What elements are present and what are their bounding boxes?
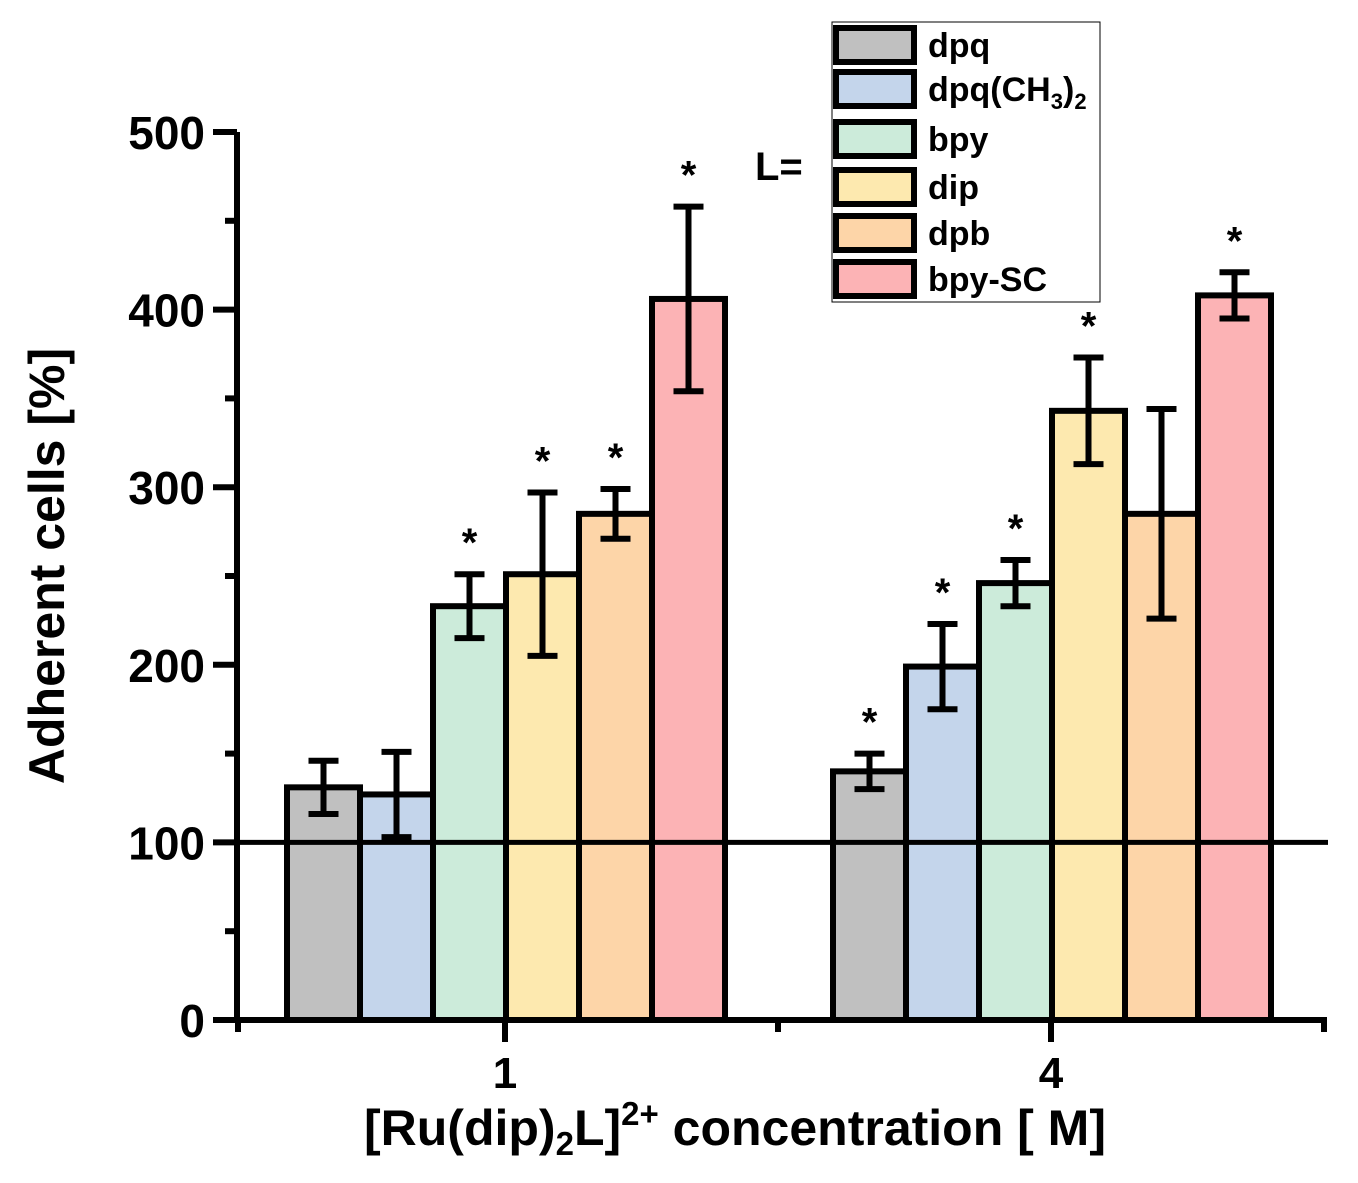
significance-star-bpy-4: * <box>1008 507 1024 551</box>
significance-star-dpq-4: * <box>862 701 878 745</box>
axes <box>213 129 1327 1042</box>
error-bar-dpb-1 <box>600 485 631 542</box>
error-bar-layer <box>308 203 1250 841</box>
bar-bpy-4 <box>976 580 1055 1023</box>
significance-star-dpq(CH3)2-4: * <box>935 571 951 615</box>
legend-swatch-bpy-SC <box>833 259 917 299</box>
significance-star-bpy-SC-1: * <box>681 154 697 198</box>
significance-star-bpy-SC-4: * <box>1227 219 1243 263</box>
legend-label-dpq(CH3)2: dpq(CH3)2 <box>928 71 1087 114</box>
legend-box <box>831 21 1101 303</box>
y-tick-label: 300 <box>128 462 205 514</box>
y-tick-label: 400 <box>128 285 205 337</box>
bar-dpq-1 <box>284 784 363 1023</box>
error-bar-dip-4 <box>1073 354 1104 468</box>
legend-label-dpb: dpb <box>928 215 990 253</box>
legend-swatch-dip <box>833 167 917 207</box>
legend-swatch-dpq <box>833 25 917 65</box>
legend-label-bpy-SC: bpy-SC <box>928 261 1047 299</box>
bar-bpy-SC-1 <box>649 295 728 1024</box>
x-tick-label: 4 <box>1039 1049 1064 1098</box>
legend-title: L= <box>755 145 803 189</box>
legend-swatch-dpb <box>833 213 917 253</box>
error-bar-dpq-1 <box>308 757 339 817</box>
error-bar-dpq(CH3)2-4 <box>927 620 958 713</box>
x-tick-label: 1 <box>493 1049 517 1098</box>
significance-star-dip-4: * <box>1081 305 1097 349</box>
y-tick-label: 0 <box>179 995 205 1047</box>
significance-star-bpy-1: * <box>462 521 478 565</box>
legend-label-dpq: dpq <box>928 27 990 65</box>
bar-dpq-4 <box>830 768 909 1023</box>
legend-label-dip: dip <box>928 169 979 207</box>
y-tick-labels: 0 100 200 300 400 500 <box>128 107 205 1047</box>
error-bar-dpb-4 <box>1146 406 1177 622</box>
error-bar-bpy-1 <box>454 571 485 642</box>
significance-layer: * * * * * * * * * <box>462 154 1243 745</box>
bar-bpy-SC-4 <box>1195 292 1274 1023</box>
error-bar-dip-1 <box>527 489 558 659</box>
error-bar-dpq(CH3)2-1 <box>381 748 412 841</box>
error-bar-bpy-SC-1 <box>673 203 704 395</box>
y-tick-label: 200 <box>128 640 205 692</box>
y-tick-label: 100 <box>128 817 205 869</box>
bar-dip-4 <box>1049 407 1128 1024</box>
bar-bpy-1 <box>430 603 509 1024</box>
error-bar-dpq-4 <box>854 750 885 793</box>
x-axis-label: [Ru(dip)2L]2+ concentration [ M] <box>364 1095 1106 1162</box>
significance-star-dip-1: * <box>535 440 551 484</box>
legend-swatch-dpq(CH3)2 <box>833 69 917 109</box>
legend-swatch-bpy <box>833 119 917 159</box>
significance-star-dpb-1: * <box>608 436 624 480</box>
error-bar-bpy-SC-4 <box>1219 269 1250 322</box>
bar-layer <box>284 292 1274 1024</box>
y-tick-label: 500 <box>128 107 205 159</box>
legend: dpq dpq(CH3)2 bpy dip dpb bpy-SC <box>831 21 1101 303</box>
y-axis-label: Adherent cells [%] <box>19 348 75 784</box>
bar-dpb-1 <box>576 510 655 1024</box>
legend-label-bpy: bpy <box>928 121 989 159</box>
error-bar-bpy-4 <box>1000 557 1031 610</box>
